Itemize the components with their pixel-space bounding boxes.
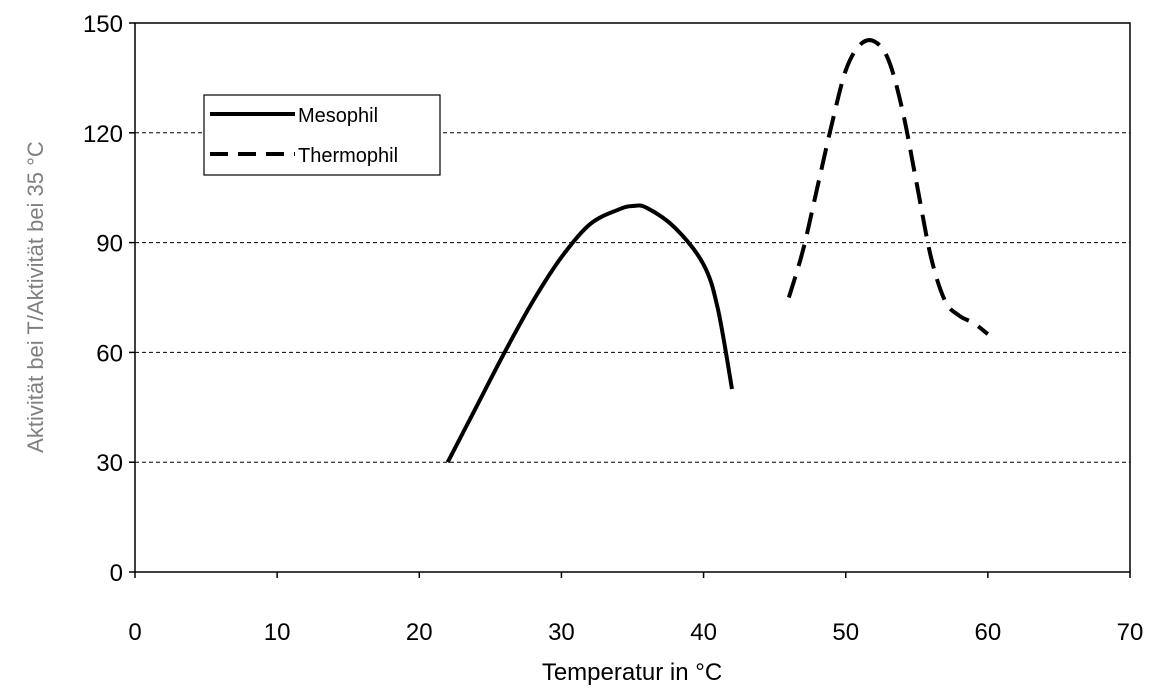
- x-tick-label: 70: [1117, 619, 1144, 646]
- x-tick-label: 60: [975, 619, 1002, 646]
- x-tick-label: 0: [128, 619, 141, 646]
- series-line-mesophil: [445, 203, 734, 464]
- legend-box: [203, 94, 441, 176]
- series-lines: [445, 38, 990, 464]
- y-tick-label: 30: [96, 450, 123, 477]
- x-tick-label: 30: [548, 619, 575, 646]
- y-tick-label: 90: [96, 231, 123, 258]
- y-tick-label: 120: [83, 121, 123, 148]
- x-tick-label: 40: [690, 619, 717, 646]
- y-tick-label: 150: [83, 11, 123, 38]
- series-line-thermophil: [786, 38, 990, 336]
- legend-label-thermophil: Thermophil: [298, 145, 398, 167]
- y-axis-label: Aktivität bei T/Aktivität bei 35 °C: [23, 141, 48, 453]
- legend-label-mesophil: Mesophil: [298, 105, 378, 127]
- x-tick-label: 20: [406, 619, 433, 646]
- gridlines: [135, 132, 1130, 463]
- x-axis-ticks: 0 10 20 30 40 50 60 70: [128, 572, 1143, 646]
- y-tick-label: 60: [96, 340, 123, 367]
- y-axis-ticks: 0 30 60 90 120 150: [83, 11, 135, 587]
- x-axis-label: Temperatur in °C: [542, 659, 722, 686]
- y-tick-label: 0: [110, 560, 123, 587]
- x-tick-label: 10: [264, 619, 291, 646]
- x-tick-label: 50: [832, 619, 859, 646]
- legend: Mesophil Thermophil: [203, 94, 441, 176]
